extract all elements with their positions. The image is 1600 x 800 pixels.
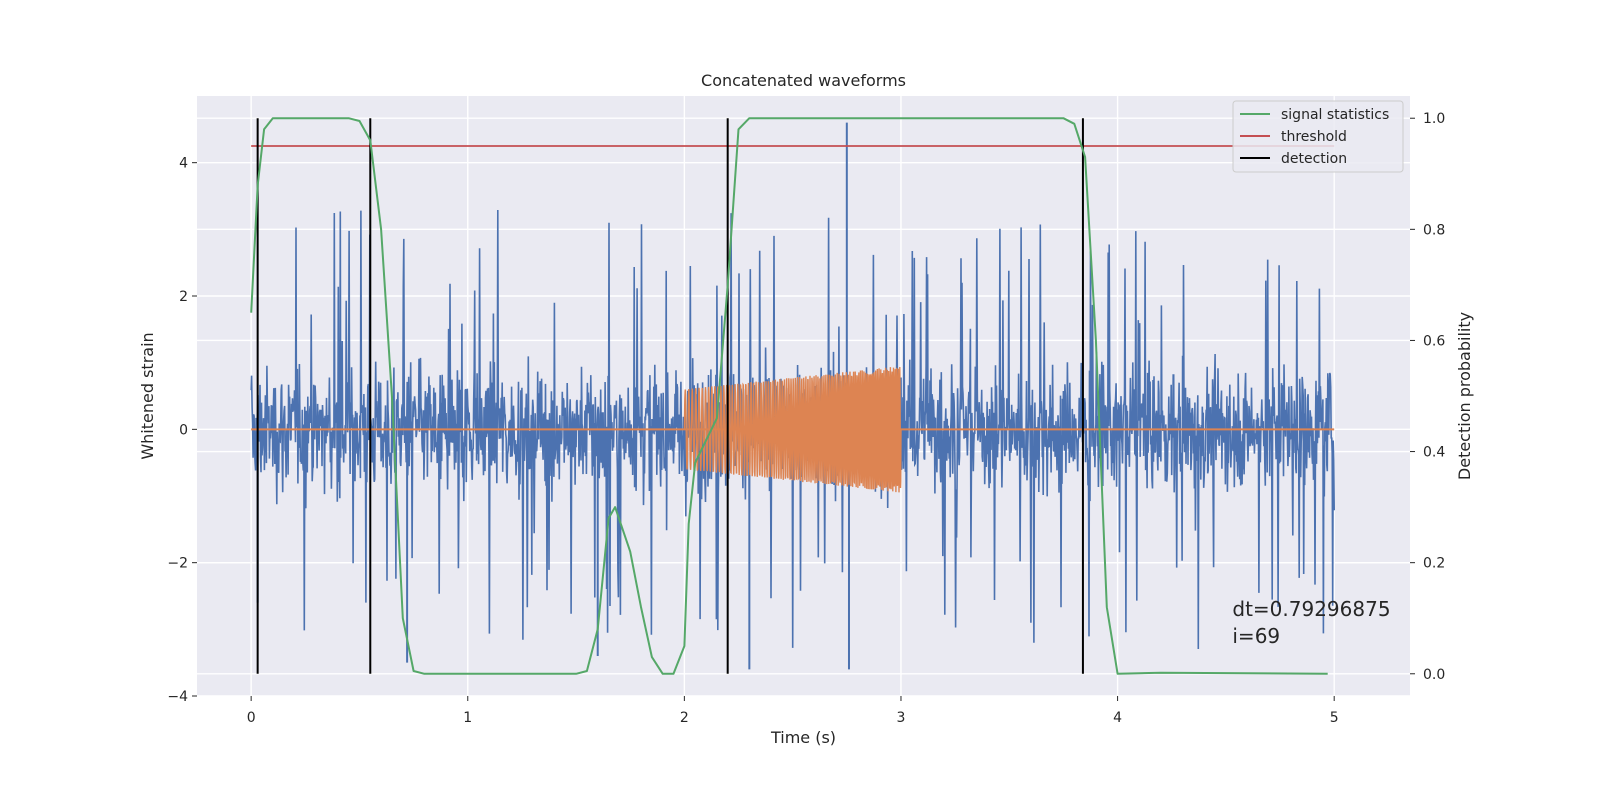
y-tick-label: 4 bbox=[179, 156, 188, 172]
y-axis-right-label: Detection probability bbox=[1455, 312, 1474, 480]
annotation: dt=0.79296875 i=69 bbox=[1232, 597, 1390, 648]
x-axis-label: Time (s) bbox=[770, 728, 836, 747]
y-tick-label: 2 bbox=[179, 289, 188, 305]
axes: 0 1 2 3 4 5 −4 −2 0 2 4 0.0 0.2 0.4 0.6 0.8 1.0 bbox=[167, 111, 1445, 726]
annotation-line: dt=0.79296875 bbox=[1232, 597, 1390, 621]
x-tick-label: 4 bbox=[1113, 710, 1122, 726]
legend: signal statistics threshold detection bbox=[1232, 100, 1404, 173]
legend-box bbox=[1232, 100, 1404, 173]
chart-title: Concatenated waveforms bbox=[701, 71, 906, 90]
injected-waveform-series bbox=[251, 366, 1335, 493]
x-tick-label: 5 bbox=[1330, 710, 1339, 726]
y-axis-label: Whitened strain bbox=[138, 332, 157, 459]
injected-chirp bbox=[683, 366, 902, 493]
legend-label: signal statistics bbox=[1281, 107, 1389, 123]
x-tick-label: 1 bbox=[463, 710, 472, 726]
strain-line bbox=[250, 209, 1335, 650]
y-tick-label: −4 bbox=[167, 689, 188, 705]
signal-statistics-series bbox=[250, 117, 1328, 675]
legend-label: detection bbox=[1281, 151, 1347, 167]
y-right-tick-label: 0.6 bbox=[1423, 333, 1445, 349]
y-right-tick-label: 0.0 bbox=[1423, 667, 1445, 683]
x-tick-label: 2 bbox=[680, 710, 689, 726]
y-right-tick-label: 0.2 bbox=[1423, 556, 1445, 572]
annotation-line: i=69 bbox=[1232, 624, 1280, 648]
signal-statistics-line bbox=[250, 117, 1328, 675]
y-right-tick-label: 1.0 bbox=[1423, 111, 1445, 127]
y-tick-label: 0 bbox=[179, 422, 188, 438]
detection-series bbox=[256, 118, 1084, 674]
legend-label: threshold bbox=[1281, 129, 1347, 145]
y-right-tick-label: 0.4 bbox=[1423, 445, 1445, 461]
y-tick-label: −2 bbox=[167, 556, 188, 572]
y-right-tick-label: 0.8 bbox=[1423, 222, 1445, 238]
x-tick-label: 0 bbox=[247, 710, 256, 726]
x-tick-label: 3 bbox=[897, 710, 906, 726]
